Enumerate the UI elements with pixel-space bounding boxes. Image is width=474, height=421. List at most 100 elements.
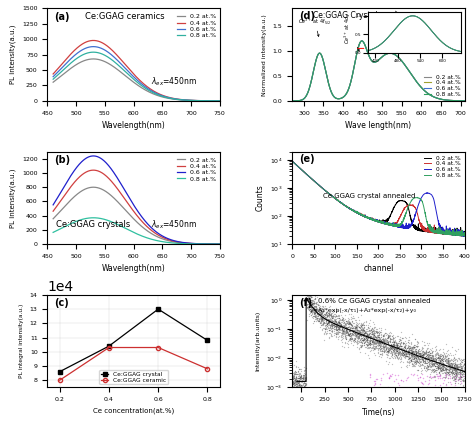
0.2 at.% xyxy=(307,84,312,89)
0.8 at.% xyxy=(91,215,96,220)
0.2 at.% xyxy=(150,232,155,237)
0.4 at.% xyxy=(130,208,136,213)
Line: 0.6 at.%: 0.6 at.% xyxy=(53,156,220,244)
0.8 at.% xyxy=(50,77,56,82)
0.8 at.% xyxy=(217,98,223,103)
0.8 at.% xyxy=(130,76,136,81)
0.2 at.% xyxy=(462,98,467,103)
Text: Ce:GGAG Crystals: Ce:GGAG Crystals xyxy=(313,11,382,20)
Legend: 0.2 at.%, 0.4 at.%, 0.6 at.%, 0.8 at.%: 0.2 at.%, 0.4 at.%, 0.6 at.%, 0.8 at.% xyxy=(177,157,217,182)
0.2 at.% xyxy=(456,233,462,238)
Line: 0.8 at.%: 0.8 at.% xyxy=(292,41,465,101)
Text: $Ce^{3+}$ at 4f$_{5/2}$: $Ce^{3+}$ at 4f$_{5/2}$ xyxy=(298,16,331,37)
Text: Ce GGAG crystal annealed: Ce GGAG crystal annealed xyxy=(323,193,416,199)
0.4 at.% xyxy=(408,71,413,76)
0.2 at.% xyxy=(289,99,295,104)
0.8 at.% xyxy=(425,223,431,228)
0.4 at.% xyxy=(307,84,312,89)
0.4 at.% xyxy=(141,81,146,86)
Text: Ce:GGAG ceramics: Ce:GGAG ceramics xyxy=(85,12,165,21)
0.6 at.% xyxy=(141,217,146,222)
0.6 at.% xyxy=(456,233,462,238)
Line: 0.2 at.%: 0.2 at.% xyxy=(53,187,220,244)
Line: 0.2 at.%: 0.2 at.% xyxy=(292,41,465,101)
Line: 0.8 at.%: 0.8 at.% xyxy=(53,52,220,101)
0.6 at.% xyxy=(359,38,365,43)
0.8 at.% xyxy=(456,232,462,237)
0.6 at.% xyxy=(359,38,365,43)
0.2 at.% xyxy=(150,91,155,96)
Text: $Ce^{3+}$ $5d_1$→$4f$: $Ce^{3+}$ $5d_1$→$4f$ xyxy=(390,8,404,50)
0.6 at.% xyxy=(462,98,467,103)
0.2 at.% xyxy=(462,233,467,238)
Text: 0.6% Ce GGAG crystal annealed: 0.6% Ce GGAG crystal annealed xyxy=(318,298,430,304)
0.8 at.% xyxy=(359,38,365,43)
0.4 at.% xyxy=(217,98,223,103)
0.8 at.% xyxy=(427,92,433,97)
0.4 at.% xyxy=(425,227,431,232)
0.8 at.% xyxy=(462,98,467,103)
0.8 at.% xyxy=(150,90,155,95)
0.8 at.% xyxy=(131,230,137,235)
Text: Ce:GGAG crystals: Ce:GGAG crystals xyxy=(56,221,130,229)
0.4 at.% xyxy=(150,88,155,93)
0.6 at.% xyxy=(50,203,56,208)
Ce:GGAG ceramic xyxy=(155,345,161,350)
0.8 at.% xyxy=(50,230,56,235)
0.8 at.% xyxy=(141,85,146,90)
0.6 at.% xyxy=(427,92,433,97)
0.6 at.% xyxy=(50,74,56,79)
0.2 at.% xyxy=(141,226,146,231)
0.2 at.% xyxy=(141,86,146,91)
0.2 at.% xyxy=(462,234,467,239)
X-axis label: channel: channel xyxy=(363,264,393,273)
0.6 at.% xyxy=(289,159,295,164)
0.4 at.% xyxy=(289,159,295,164)
0.2 at.% xyxy=(359,38,365,43)
0.6 at.% xyxy=(424,90,429,95)
0.8 at.% xyxy=(213,242,219,247)
0.4 at.% xyxy=(289,99,295,104)
0.4 at.% xyxy=(131,72,137,77)
0.8 at.% xyxy=(289,99,295,104)
0.2 at.% xyxy=(187,241,193,246)
0.2 at.% xyxy=(131,80,137,85)
0.6 at.% xyxy=(307,84,312,89)
0.6 at.% xyxy=(141,83,146,88)
Line: 0.6 at.%: 0.6 at.% xyxy=(53,47,220,101)
0.4 at.% xyxy=(213,98,219,103)
0.6 at.% xyxy=(217,242,223,247)
0.8 at.% xyxy=(131,77,137,82)
0.6 at.% xyxy=(369,217,374,222)
0.6 at.% xyxy=(365,51,371,56)
0.2 at.% xyxy=(289,159,295,164)
0.6 at.% xyxy=(187,98,193,103)
0.2 at.% xyxy=(130,79,136,84)
0.8 at.% xyxy=(424,90,429,95)
0.2 at.% xyxy=(130,215,136,220)
Text: (e): (e) xyxy=(299,155,315,165)
0.2 at.% xyxy=(213,242,219,247)
0.2 at.% xyxy=(50,216,56,221)
0.8 at.% xyxy=(298,167,304,172)
0.8 at.% xyxy=(373,218,379,224)
0.4 at.% xyxy=(456,231,462,236)
0.8 at.% xyxy=(365,51,371,56)
0.4 at.% xyxy=(50,209,56,214)
0.2 at.% xyxy=(217,242,223,247)
0.6 at.% xyxy=(213,242,219,247)
Text: $Ce^{3+}$ at $4d_1$: $Ce^{3+}$ at $4d_1$ xyxy=(343,13,359,51)
0.4 at.% xyxy=(359,38,365,43)
Legend: 0.2 at.%, 0.4 at.%, 0.6 at.%, 0.8 at.%: 0.2 at.%, 0.4 at.%, 0.6 at.%, 0.8 at.% xyxy=(177,13,217,39)
Y-axis label: Intensity(arb.units): Intensity(arb.units) xyxy=(256,311,261,371)
Legend: 0.2 at.%, 0.4 at.%, 0.6 at.%, 0.8 at.%: 0.2 at.%, 0.4 at.%, 0.6 at.%, 0.8 at.% xyxy=(423,74,462,98)
0.8 at.% xyxy=(289,159,295,164)
0.8 at.% xyxy=(456,232,462,237)
0.4 at.% xyxy=(298,167,304,172)
0.2 at.% xyxy=(424,90,429,95)
0.2 at.% xyxy=(425,229,431,234)
0.4 at.% xyxy=(424,90,429,95)
0.4 at.% xyxy=(365,51,371,56)
0.6 at.% xyxy=(150,89,155,94)
0.4 at.% xyxy=(91,168,96,173)
